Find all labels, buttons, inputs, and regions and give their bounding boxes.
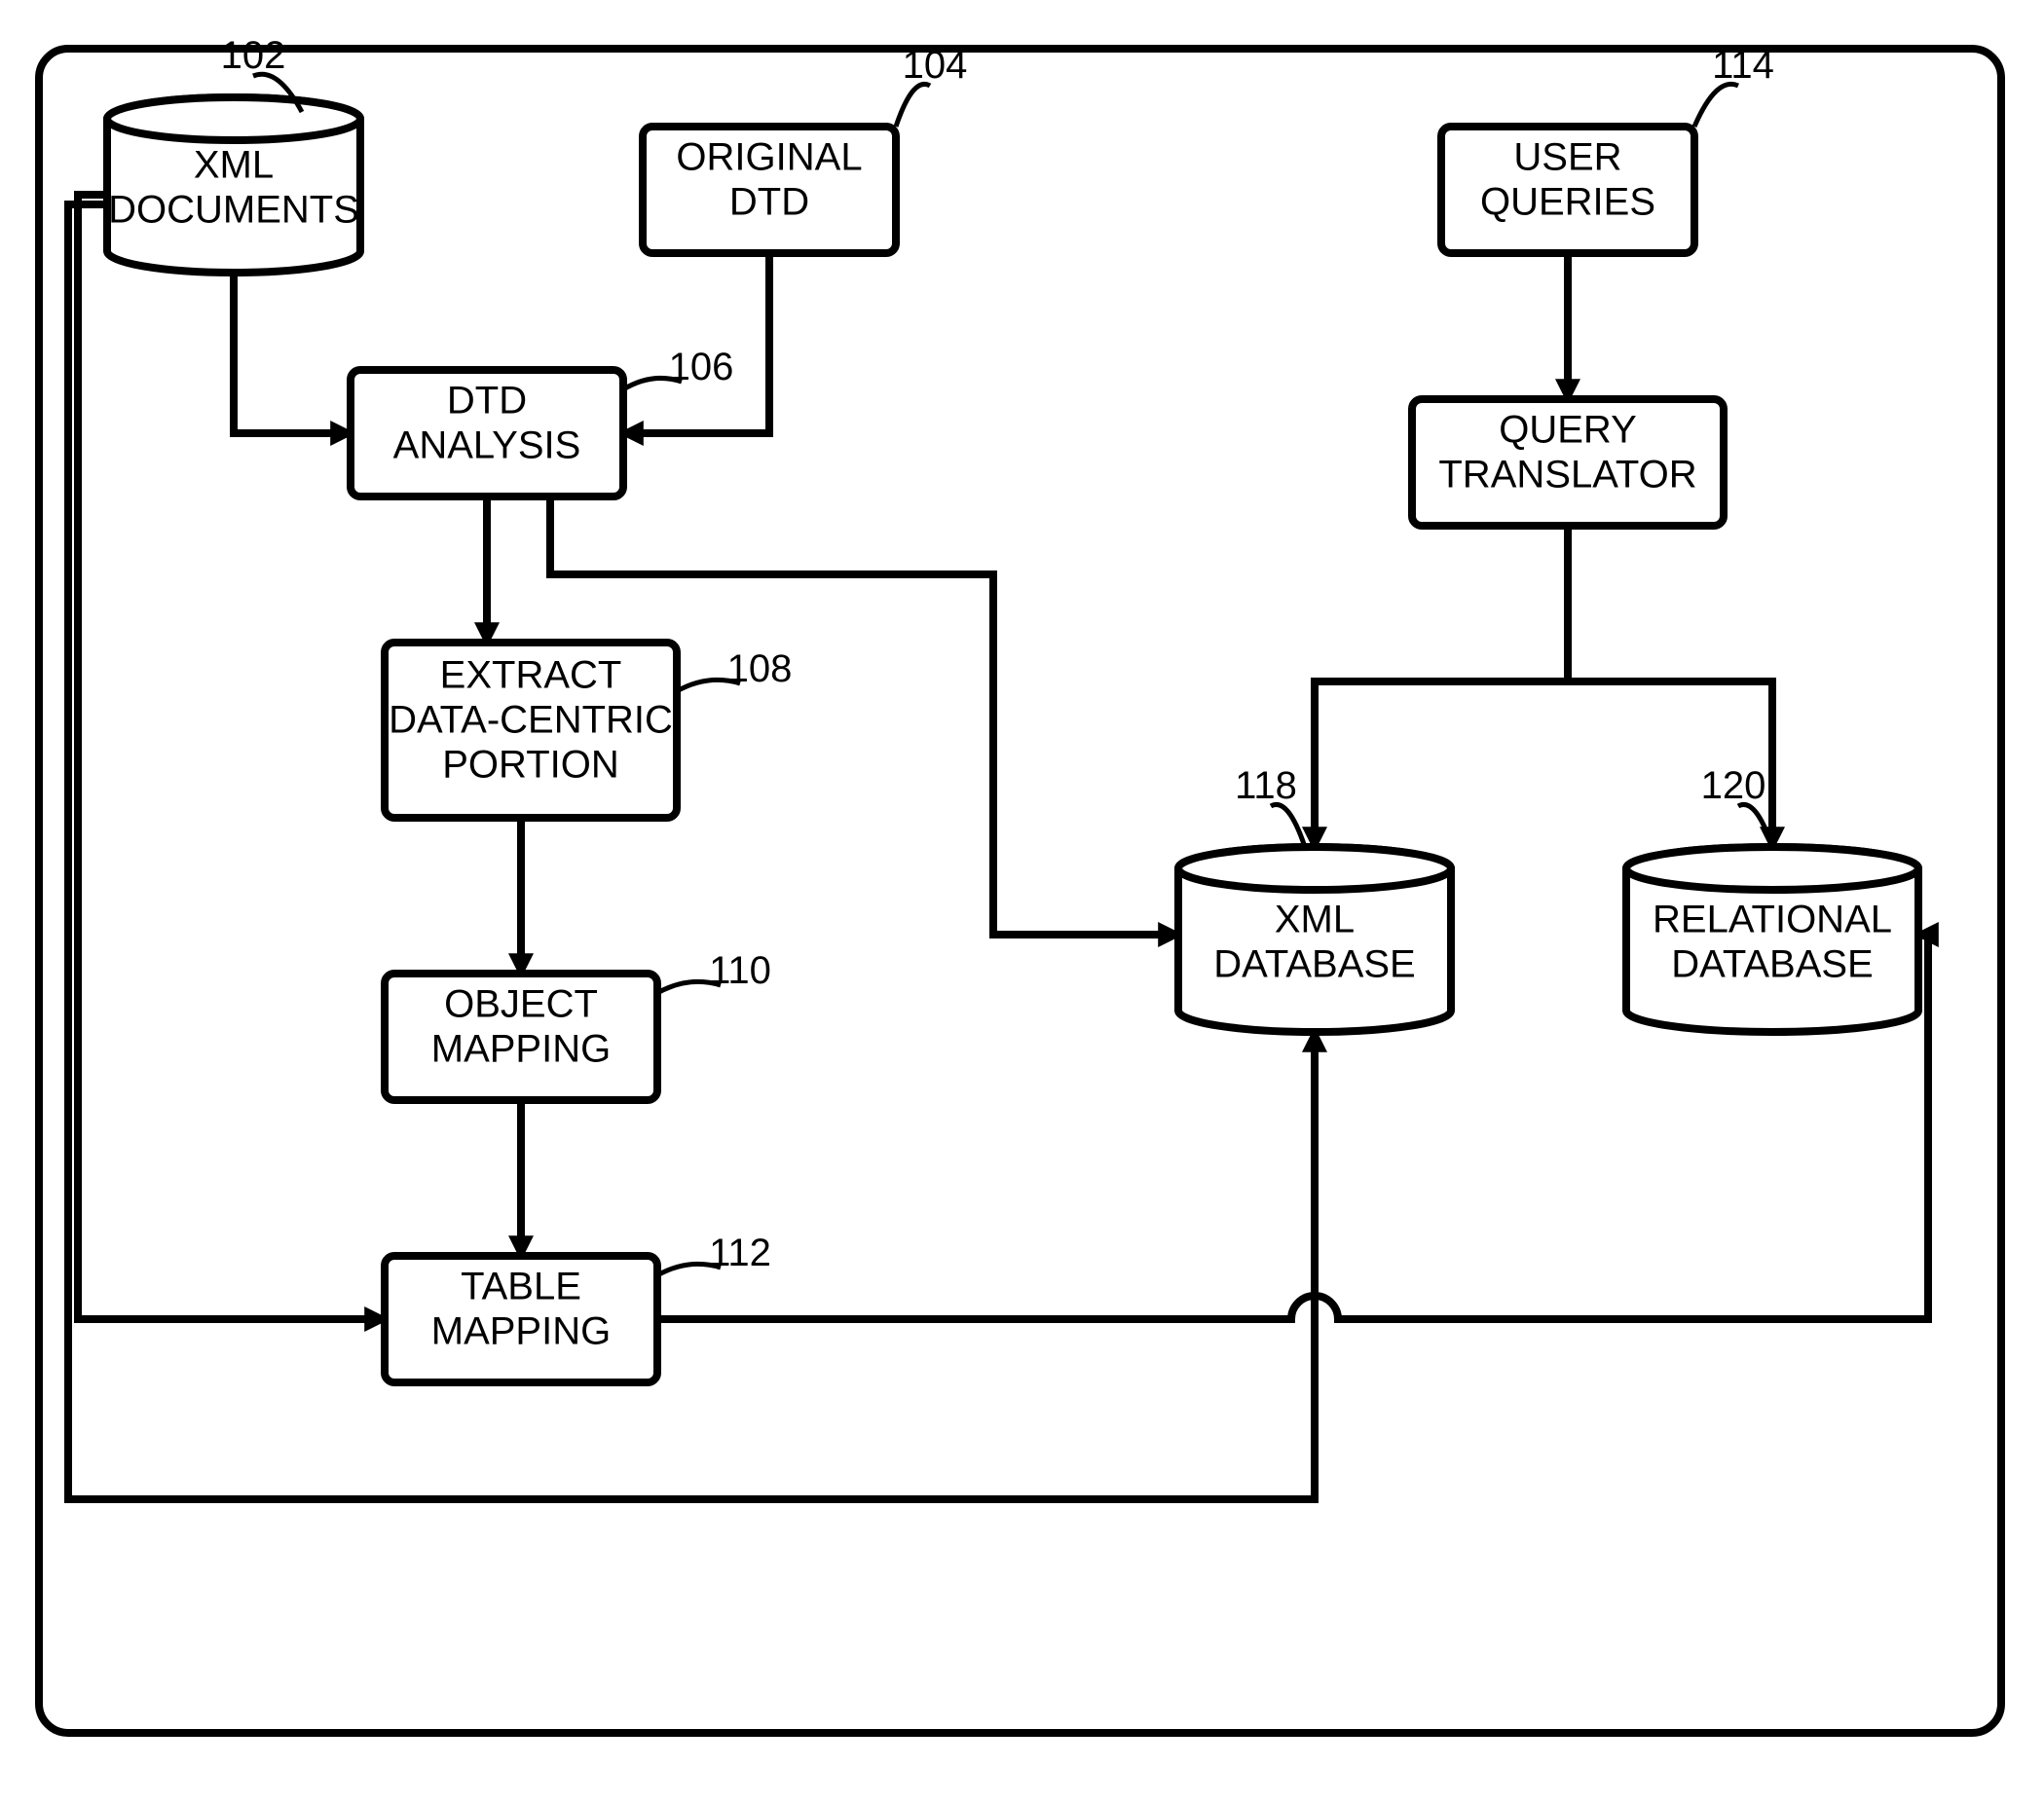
node-user_queries: USERQUERIES <box>1441 127 1694 253</box>
ref-lead-original_dtd <box>896 84 930 127</box>
ref-label-dtd_analysis: 106 <box>669 346 734 388</box>
ref-label-relational_database: 120 <box>1701 764 1766 807</box>
node-label-query_translator-line1: TRANSLATOR <box>1438 453 1696 496</box>
ref-label-extract: 108 <box>727 647 793 690</box>
node-dtd_analysis: DTDANALYSIS <box>351 370 623 497</box>
edge-origdtd-to-dtdanalysis <box>623 253 769 433</box>
ref-label-xml_documents: 102 <box>221 34 286 77</box>
node-label-table_mapping-line0: TABLE <box>461 1265 581 1307</box>
ref-lead-relational_database <box>1738 804 1772 847</box>
node-label-xml_documents-line0: XML <box>194 144 274 187</box>
node-label-user_queries-line1: QUERIES <box>1480 180 1655 223</box>
edge-xmldocs-to-dtdanalysis <box>234 273 351 433</box>
node-extract: EXTRACTDATA-CENTRICPORTION <box>385 643 677 818</box>
node-table_mapping: TABLEMAPPING <box>385 1256 657 1382</box>
node-label-object_mapping-line1: MAPPING <box>431 1027 611 1070</box>
node-label-xml_documents-line1: DOCUMENTS <box>108 189 359 232</box>
node-label-dtd_analysis-line1: ANALYSIS <box>393 423 581 466</box>
node-label-xml_database-line1: DATABASE <box>1213 943 1415 986</box>
ref-label-table_mapping: 112 <box>709 1232 771 1274</box>
node-label-dtd_analysis-line0: DTD <box>447 379 527 422</box>
node-label-table_mapping-line1: MAPPING <box>431 1309 611 1352</box>
node-label-original_dtd-line1: DTD <box>729 180 809 223</box>
node-label-xml_database-line0: XML <box>1275 899 1355 941</box>
node-label-relational_database-line0: RELATIONAL <box>1653 899 1892 941</box>
node-label-extract-line0: EXTRACT <box>440 653 622 696</box>
ref-label-user_queries: 114 <box>1712 44 1774 87</box>
edge-translator-to-xmldatabase <box>1315 526 1568 847</box>
node-query_translator: QUERYTRANSLATOR <box>1412 399 1724 526</box>
ref-lead-xml_database <box>1271 804 1305 847</box>
node-label-object_mapping-line0: OBJECT <box>444 982 598 1025</box>
node-label-extract-line1: DATA-CENTRIC <box>389 698 673 741</box>
node-label-query_translator-line0: QUERY <box>1499 408 1637 451</box>
node-xml_documents: XMLDOCUMENTS <box>107 97 360 273</box>
edge-xmldocs-to-xmldatabase-long <box>68 204 1315 1499</box>
ref-label-xml_database: 118 <box>1235 764 1297 807</box>
ref-label-original_dtd: 104 <box>903 44 968 87</box>
nodes: XMLDOCUMENTS102ORIGINALDTD104DTDANALYSIS… <box>107 34 1918 1382</box>
ref-lead-user_queries <box>1694 84 1738 127</box>
node-label-extract-line2: PORTION <box>442 743 619 786</box>
node-object_mapping: OBJECTMAPPING <box>385 974 657 1100</box>
flowchart-diagram: XMLDOCUMENTS102ORIGINALDTD104DTDANALYSIS… <box>0 0 2044 1803</box>
node-label-original_dtd-line0: ORIGINAL <box>676 135 862 178</box>
node-relational_database: RELATIONALDATABASE <box>1626 847 1918 1032</box>
node-label-user_queries-line0: USER <box>1513 135 1621 178</box>
node-label-relational_database-line1: DATABASE <box>1671 943 1873 986</box>
node-xml_database: XMLDATABASE <box>1178 847 1451 1032</box>
ref-label-object_mapping: 110 <box>709 949 771 992</box>
node-original_dtd: ORIGINALDTD <box>643 127 896 253</box>
